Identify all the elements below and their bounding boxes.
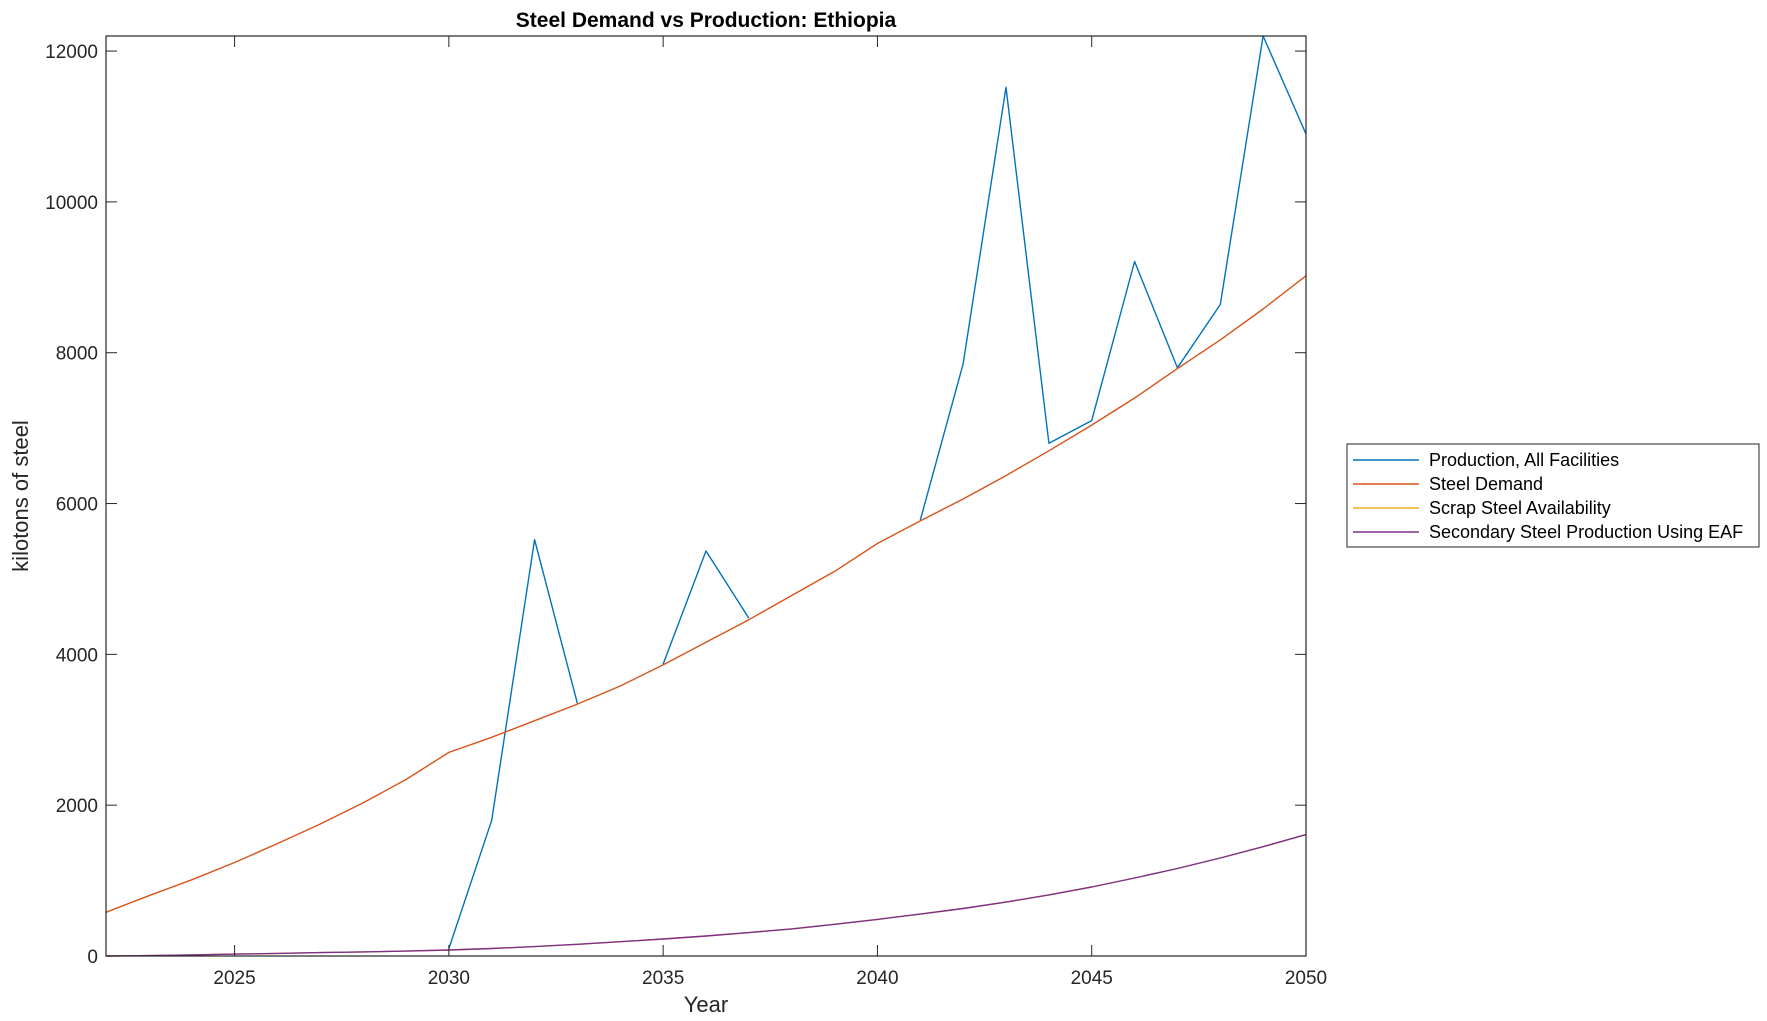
legend-item: Steel Demand xyxy=(1353,474,1543,494)
x-tick-label: 2045 xyxy=(1071,968,1113,989)
plot-background xyxy=(106,36,1306,956)
tick-layer: 2025 2030 2035 2040 2045 2050 0 2000 4000 6000 800… xyxy=(45,36,1327,989)
y-tick-label: 4000 xyxy=(56,645,98,666)
legend-label: Production, All Facilities xyxy=(1429,450,1619,470)
y-tick-label: 12000 xyxy=(45,42,98,63)
series-layer xyxy=(105,35,1307,957)
legend-item: Secondary Steel Production Using EAF xyxy=(1353,522,1743,542)
legend-label: Steel Demand xyxy=(1429,474,1543,494)
x-tick-label: 2030 xyxy=(428,968,470,989)
legend-item: Production, All Facilities xyxy=(1353,450,1619,470)
x-tick-label: 2050 xyxy=(1285,968,1327,989)
x-tick-label: 2040 xyxy=(856,968,898,989)
legend-label: Scrap Steel Availability xyxy=(1429,498,1611,518)
series-line xyxy=(919,35,1307,521)
legend-box xyxy=(1346,443,1760,548)
legend: Production, All Facilities Steel Demand Sc… xyxy=(1346,443,1760,548)
x-axis-title: Year xyxy=(684,992,728,1017)
x-tick-label: 2035 xyxy=(642,968,684,989)
y-tick-label: 10000 xyxy=(45,193,98,214)
series-line xyxy=(662,550,750,665)
legend-item: Scrap Steel Availability xyxy=(1353,498,1611,518)
series-line xyxy=(448,539,579,949)
series-line xyxy=(105,833,1307,957)
chart-title: Steel Demand vs Production: Ethiopia xyxy=(516,9,897,32)
y-axis-title: kilotons of steel xyxy=(8,420,33,572)
series-1 xyxy=(448,35,1307,949)
series-4 xyxy=(105,833,1307,957)
y-tick-label: 6000 xyxy=(56,495,98,516)
plot-frame xyxy=(105,35,1307,957)
x-tick-label: 2025 xyxy=(213,968,255,989)
y-tick-label: 0 xyxy=(87,947,98,968)
legend-label: Secondary Steel Production Using EAF xyxy=(1429,522,1743,542)
series-2 xyxy=(105,275,1307,913)
series-line xyxy=(105,275,1307,913)
y-tick-label: 8000 xyxy=(56,344,98,365)
y-tick-label: 2000 xyxy=(56,796,98,817)
